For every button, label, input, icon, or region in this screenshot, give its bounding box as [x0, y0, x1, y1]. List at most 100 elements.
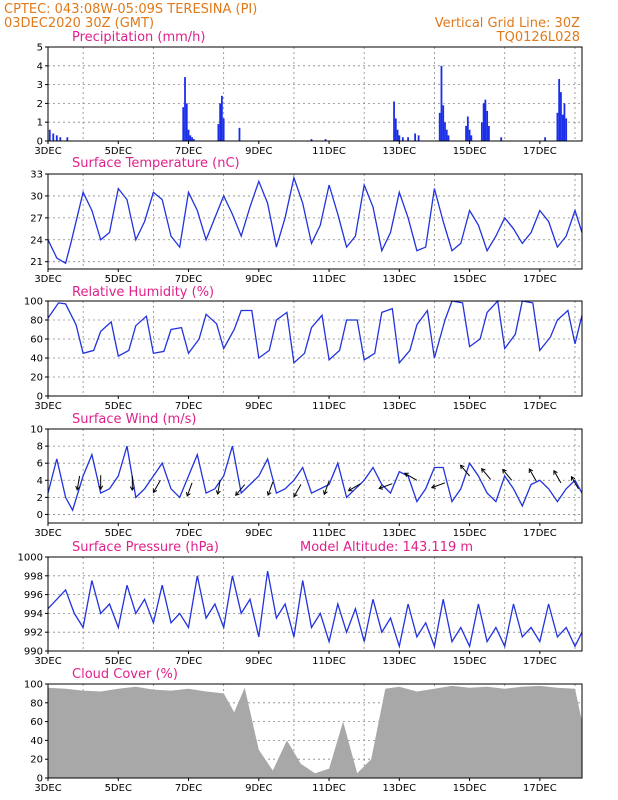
x-tick-label: 11DEC [312, 528, 346, 539]
x-tick-label: 17DEC [523, 656, 557, 667]
precipitation-bar [440, 65, 443, 141]
y-tick-label: 40 [30, 354, 43, 365]
y-tick-label: 998 [24, 571, 43, 582]
precipitation-bar [217, 124, 220, 141]
wind-barb [323, 480, 330, 496]
x-tick-label: 13DEC [382, 656, 416, 667]
x-tick-label: 5DEC [105, 146, 132, 157]
precipitation-bar [182, 107, 185, 141]
panel-frame [47, 173, 583, 270]
x-tick-label: 17DEC [523, 783, 557, 794]
precipitation-bar [52, 133, 55, 141]
precipitation-bar [560, 92, 562, 141]
wind-barb [481, 467, 492, 480]
x-tick-label: 13DEC [382, 528, 416, 539]
wind-barb [430, 482, 446, 489]
x-tick-label: 9DEC [245, 274, 272, 285]
wind-barb [553, 469, 562, 484]
precipitation-bar [482, 103, 485, 141]
precipitation-bar [417, 135, 420, 141]
wind-barb [185, 482, 193, 497]
precipitation-bar [468, 129, 471, 141]
y-tick-label: 994 [24, 609, 43, 620]
y-tick-label: 24 [30, 235, 43, 246]
series-line [47, 445, 583, 512]
precipitation-bar [238, 127, 241, 141]
y-tick-label: 4 [37, 61, 43, 72]
x-tick-label: 5DEC [105, 656, 132, 667]
y-tick-label: 20 [30, 755, 43, 766]
precipitation-bar [556, 112, 559, 141]
y-tick-label: 27 [30, 213, 43, 224]
precipitation-bar [500, 137, 503, 141]
x-tick-label: 11DEC [312, 146, 346, 157]
relative-humidity-title: Relative Humidity (%) [72, 285, 214, 300]
x-tick-label: 5DEC [105, 783, 132, 794]
x-tick-label: 17DEC [523, 274, 557, 285]
precipitation-bar [414, 133, 417, 141]
y-tick-label: 1000 [18, 553, 43, 564]
x-tick-label: 11DEC [312, 783, 346, 794]
precipitation-bar [565, 118, 568, 141]
x-tick-label: 11DEC [312, 656, 346, 667]
x-tick-label: 17DEC [523, 401, 557, 412]
y-tick-label: 20 [30, 373, 43, 384]
x-tick-label: 9DEC [245, 146, 272, 157]
precipitation-bar [59, 137, 62, 141]
x-tick-label: 9DEC [245, 528, 272, 539]
precipitation-title: Precipitation (mm/h) [72, 30, 205, 45]
precipitation-bar [187, 129, 190, 141]
y-tick-label: 0 [37, 774, 43, 785]
x-tick-label: 15DEC [453, 528, 487, 539]
precipitation-bar [488, 125, 490, 141]
wind-barb [266, 481, 274, 497]
surface-pressure-title: Surface Pressure (hPa) [72, 540, 219, 555]
x-tick-label: 13DEC [382, 401, 416, 412]
x-tick-label: 17DEC [523, 528, 557, 539]
precipitation-bar [466, 116, 469, 141]
wind-barb [98, 475, 104, 491]
relative-humidity-panel: Relative Humidity (%) 0 20 40 60 80 100 3DEC 5D… [24, 285, 583, 412]
precipitation-bar [470, 135, 473, 141]
precipitation-bar [486, 110, 489, 141]
x-tick-label: 3DEC [34, 146, 61, 157]
header-grid-note: Vertical Grid Line: 30Z [435, 16, 580, 31]
wind-barb [347, 483, 361, 492]
y-tick-label: 8 [37, 442, 43, 453]
y-tick-label: 40 [30, 736, 43, 747]
x-tick-label: 7DEC [175, 656, 202, 667]
x-tick-label: 3DEC [34, 401, 61, 412]
y-tick-label: 60 [30, 335, 43, 346]
precipitation-bar [563, 103, 566, 141]
precipitation-bar [438, 112, 441, 141]
wind-barb [570, 475, 579, 490]
x-tick-label: 7DEC [175, 401, 202, 412]
x-tick-label: 7DEC [175, 528, 202, 539]
wind-barb [129, 476, 135, 491]
precipitation-bar [396, 129, 399, 141]
x-tick-label: 13DEC [382, 783, 416, 794]
y-tick-label: 996 [24, 590, 43, 601]
x-tick-label: 15DEC [453, 146, 487, 157]
precipitation-bar [544, 137, 547, 141]
precipitation-bar [558, 78, 561, 141]
x-tick-label: 5DEC [105, 274, 132, 285]
precipitation-bar [66, 137, 69, 141]
precipitation-bar [191, 137, 193, 141]
y-tick-label: 0 [37, 137, 43, 148]
x-tick-label: 3DEC [34, 656, 61, 667]
x-tick-label: 5DEC [105, 528, 132, 539]
y-tick-label: 100 [24, 680, 43, 691]
cloud-cover-title: Cloud Cover (%) [72, 667, 178, 682]
y-tick-label: 1 [37, 118, 43, 129]
wind-barb [528, 468, 537, 482]
precipitation-bar [324, 139, 327, 141]
y-tick-label: 100 [24, 297, 43, 308]
y-tick-label: 6 [37, 459, 43, 470]
cloud-cover-area [48, 685, 582, 778]
precipitation-panel: Precipitation (mm/h) 0 1 2 3 4 5 3DEC 5DEC 7DEC 9… [34, 30, 583, 157]
wind-barb [152, 480, 161, 494]
y-tick-label: 992 [24, 628, 43, 639]
panel-frame [47, 683, 583, 779]
model-altitude-note: Model Altitude: 143.119 m [300, 540, 473, 555]
